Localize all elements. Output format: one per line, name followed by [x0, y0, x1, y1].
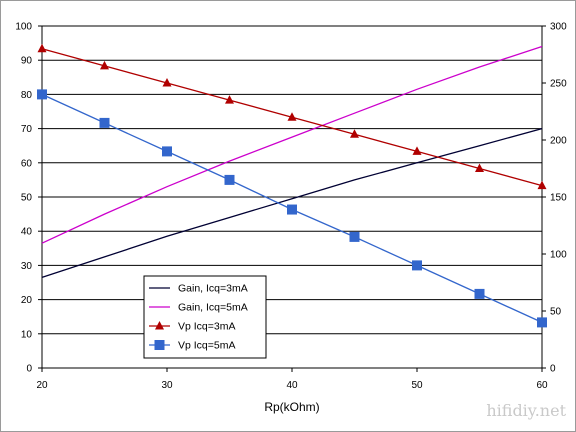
data-point-triangle: [350, 129, 359, 138]
y-left-tick-label: 60: [21, 158, 33, 169]
x-tick-label: 20: [36, 380, 48, 391]
data-point-triangle: [100, 60, 109, 70]
y-left-tick-label: 70: [21, 124, 33, 135]
y-left-tick-label: 10: [21, 329, 33, 340]
y-left-tick-label: 80: [21, 90, 33, 101]
data-point-square: [537, 317, 547, 328]
data-point-square: [154, 340, 165, 350]
y-right-tick-label: 250: [550, 79, 567, 90]
data-point-square: [412, 260, 422, 271]
y-right-tick-label: 100: [550, 250, 567, 261]
data-point-square: [37, 89, 47, 100]
legend-label: Vp Icq=5mA: [178, 340, 236, 352]
data-point-triangle: [537, 180, 547, 190]
y-left-tick-label: 30: [21, 261, 33, 272]
data-point-square: [287, 204, 297, 215]
y-right-tick-label: 150: [550, 193, 567, 204]
data-point-triangle: [37, 43, 47, 53]
legend-label: Vp Icq=3mA: [178, 321, 236, 333]
x-tick-label: 40: [286, 380, 298, 391]
legend: Gain, Icq=3mA Gain, Icq=5mA Vp Icq=3mA Vp I…: [143, 275, 267, 359]
series-line-gain-icq-3ma: [41, 127, 543, 279]
legend-label: Gain, Icq=3mA: [178, 283, 248, 295]
data-point-square: [474, 288, 485, 299]
y-left-tick-label: 40: [21, 227, 33, 238]
data-point-triangle: [287, 112, 297, 121]
tick-labels: 0 10 20 30 40 50 60 70 80 90 100 0 50 100 150 200 250 300…: [15, 22, 567, 392]
data-point-triangle: [475, 163, 484, 172]
data-point-triangle: [155, 321, 164, 330]
y-right-tick-label: 200: [550, 136, 567, 147]
y-left-tick-label: 50: [21, 193, 33, 204]
y-left-tick-label: 90: [21, 56, 33, 67]
y-left-tick-label: 0: [26, 364, 32, 375]
x-tick-label: 30: [161, 380, 173, 391]
y-right-tick-label: 50: [550, 307, 562, 318]
y-left-tick-label: 100: [15, 22, 32, 33]
data-point-square: [349, 231, 360, 242]
data-point-triangle: [225, 95, 234, 104]
x-tick-label: 50: [411, 380, 423, 391]
y-right-tick-label: 300: [550, 22, 567, 33]
data-point-square: [224, 174, 235, 185]
watermark: hifidiy.net: [486, 401, 566, 420]
data-point-square: [162, 146, 172, 157]
x-axis-title: Rp(kOhm): [264, 400, 319, 414]
x-tick-label: 60: [536, 380, 548, 391]
y-left-tick-label: 20: [21, 295, 33, 306]
data-point-square: [99, 117, 110, 128]
y-right-tick-label: 0: [550, 364, 556, 375]
data-point-triangle: [162, 78, 172, 87]
legend-label: Gain, Icq=5mA: [178, 302, 248, 314]
data-point-triangle: [412, 146, 422, 155]
series-line-gain-icq-5ma: [41, 45, 543, 244]
series-lines: [37, 43, 547, 328]
